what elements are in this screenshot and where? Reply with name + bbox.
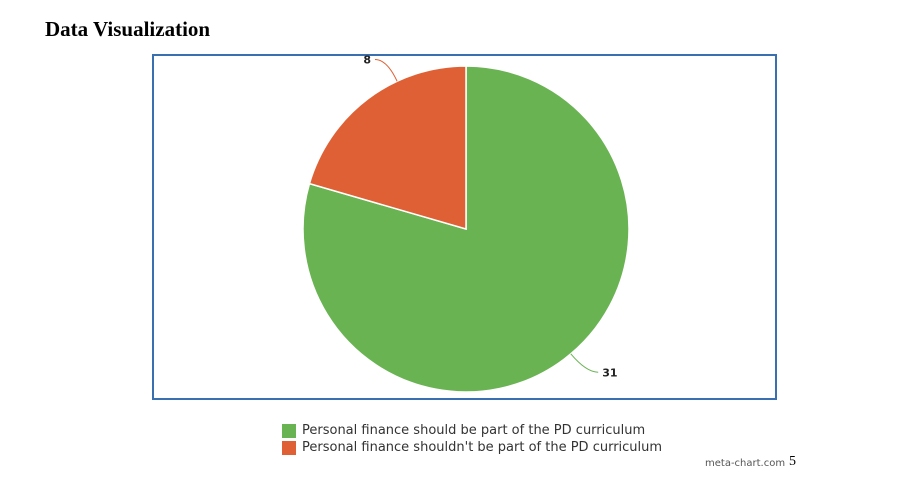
legend-item-2: Personal finance shouldn't be part of th… (282, 439, 662, 456)
legend-swatch (282, 423, 296, 438)
legend-item-1: Personal finance should be part of the P… (282, 422, 662, 439)
legend-label: Personal finance shouldn't be part of th… (302, 440, 663, 455)
page-title: Data Visualization (45, 17, 211, 41)
legend-label: Personal finance should be part of the P… (302, 423, 646, 438)
pie-data-label-2: 8 (363, 54, 371, 67)
pie-slice-2 (308, 65, 467, 230)
pie-leader-line-2 (374, 59, 398, 82)
page-number: 5 (789, 454, 796, 469)
pie-leader-line-1 (570, 353, 599, 373)
pie-data-label-1: 31 (602, 366, 617, 379)
chart-credit: meta-chart.com (705, 458, 786, 469)
legend-swatch (282, 440, 296, 455)
chart-legend: Personal finance should be part of the P… (282, 422, 662, 456)
